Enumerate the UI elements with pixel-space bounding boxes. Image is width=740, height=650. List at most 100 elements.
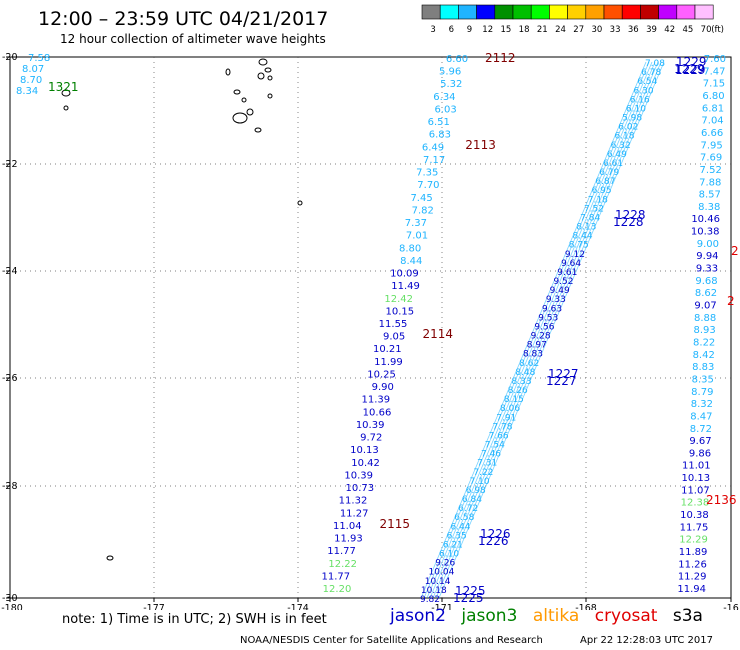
swh-value: 9.94 <box>696 251 718 262</box>
swh-value: 9.68 <box>695 276 717 287</box>
swh-value: 7.15 <box>703 79 725 90</box>
swh-value: 10.09 <box>390 269 419 280</box>
swh-value: 9.07 <box>694 301 716 312</box>
track-band-line <box>435 61 662 599</box>
colorbar-tick: 24 <box>555 25 566 35</box>
track-label-2115: 2115 <box>379 517 410 531</box>
swh-value: 11.29 <box>678 572 707 583</box>
colorbar-tick: 39 <box>646 25 657 35</box>
swh-value: 9.86 <box>689 448 711 459</box>
swh-value: 6.03 <box>434 104 456 115</box>
swh-value: 8.35 <box>692 374 714 385</box>
swh-value: 7.46 <box>481 450 501 460</box>
swh-value: 7.37 <box>405 218 427 229</box>
swh-value: 6.49 <box>422 142 444 153</box>
island-outline <box>232 112 248 124</box>
track-band-line <box>423 61 650 599</box>
swh-value: 6.35 <box>447 531 467 541</box>
x-tick-label: -180 <box>1 603 23 610</box>
track-label-2136: 2136 <box>706 493 737 507</box>
swh-value: 8.44 <box>573 232 593 242</box>
x-tick-label: -16 <box>723 603 739 610</box>
swh-value: 6.87 <box>595 177 615 187</box>
swh-value: 8.83 <box>692 362 714 373</box>
timestamp: Apr 22 12:28:03 UTC 2017 <box>580 635 713 646</box>
track-label-2112: 2112 <box>485 51 516 65</box>
colorbar-swatch <box>694 4 714 20</box>
swh-value: 9.33 <box>546 295 566 305</box>
swh-value: 11.01 <box>682 461 711 472</box>
swh-value: 6.18 <box>614 132 634 142</box>
swh-value: 7.52 <box>700 165 722 176</box>
swh-value: 8.06 <box>500 404 520 414</box>
swh-value: 7.35 <box>416 168 438 179</box>
swh-value: 8.07 <box>22 64 44 75</box>
swh-value: 12.20 <box>323 584 352 595</box>
swh-value: 8.80 <box>399 243 421 254</box>
swh-value: 10.39 <box>356 420 385 431</box>
y-tick-label: -28 <box>2 481 18 492</box>
swh-value: 12.42 <box>384 294 413 305</box>
island-outline <box>233 89 241 95</box>
track-band-line <box>438 61 665 599</box>
swh-value: 9.72 <box>360 433 382 444</box>
swh-value: 8.22 <box>693 337 715 348</box>
swh-value: 9.67 <box>689 436 711 447</box>
swh-value: 7.58 <box>28 53 50 64</box>
swh-value: 6.80 <box>702 91 724 102</box>
swh-value: 9.26 <box>435 559 455 569</box>
colorbar-tick: 3 <box>430 25 435 35</box>
track-label-1321: 1321 <box>48 80 79 94</box>
swh-value: 7.60 <box>704 54 726 65</box>
swh-value: 11.89 <box>679 547 708 558</box>
swh-value: 7.01 <box>406 231 428 242</box>
swh-value: 6.98 <box>466 486 486 496</box>
track-label-1225-shadow: 1225 <box>453 591 484 605</box>
swh-value: 6.10 <box>626 104 646 114</box>
swh-value: 8.32 <box>691 399 713 410</box>
swh-value: 9.82 <box>420 595 440 605</box>
swh-value: 11.39 <box>362 395 391 406</box>
track-band-line <box>426 61 653 599</box>
swh-value: 9.63 <box>542 304 562 314</box>
track-label-1226-shadow: 1226 <box>478 534 509 548</box>
y-tick-label: -20 <box>2 52 18 63</box>
swh-value: 10.15 <box>386 306 415 317</box>
island-outline <box>297 200 303 206</box>
swh-value: 9.53 <box>538 313 558 323</box>
swh-value: 11.93 <box>334 534 363 545</box>
swh-value: 9.49 <box>550 286 570 296</box>
swh-value: 10.14 <box>425 577 451 587</box>
swh-value: 8.34 <box>16 86 38 97</box>
swh-value: 8.93 <box>694 325 716 336</box>
swh-value: 10.38 <box>680 510 709 521</box>
swh-value: 6.51 <box>428 117 450 128</box>
swh-value: 10.73 <box>346 483 375 494</box>
swh-value: 9.56 <box>534 322 554 332</box>
track-label-1225: 1225 <box>455 584 486 598</box>
swh-value: 6.83 <box>429 130 451 141</box>
swh-value: 9.00 <box>697 239 719 250</box>
swh-value: 9.33 <box>696 264 718 275</box>
swh-value: 10.25 <box>367 369 396 380</box>
colorbar-tick: 30 <box>591 25 602 35</box>
swh-value: 6.54 <box>637 77 657 87</box>
swh-value: 6.58 <box>454 513 474 523</box>
track-label-1229-east: 1229 <box>675 63 706 77</box>
island-outline <box>267 75 273 81</box>
swh-value: 7.54 <box>485 441 505 451</box>
island-outline <box>225 68 231 76</box>
swh-value: 9.64 <box>561 259 581 269</box>
colorbar-tick: 36 <box>628 25 639 35</box>
swh-value: 7.78 <box>492 422 512 432</box>
swh-value: 5.32 <box>440 79 462 90</box>
credit-line: NOAA/NESDIS Center for Satellite Applica… <box>240 635 543 646</box>
swh-value: 7.08 <box>645 59 665 69</box>
track-label-1228: 1228 <box>615 208 646 222</box>
legend-cryosat: cryosat <box>594 606 658 626</box>
swh-value: 10.04 <box>429 568 455 578</box>
island-outline <box>264 67 272 73</box>
swh-value: 6.49 <box>607 150 627 160</box>
swh-value: 11.99 <box>374 357 403 368</box>
island-outline <box>241 97 247 103</box>
